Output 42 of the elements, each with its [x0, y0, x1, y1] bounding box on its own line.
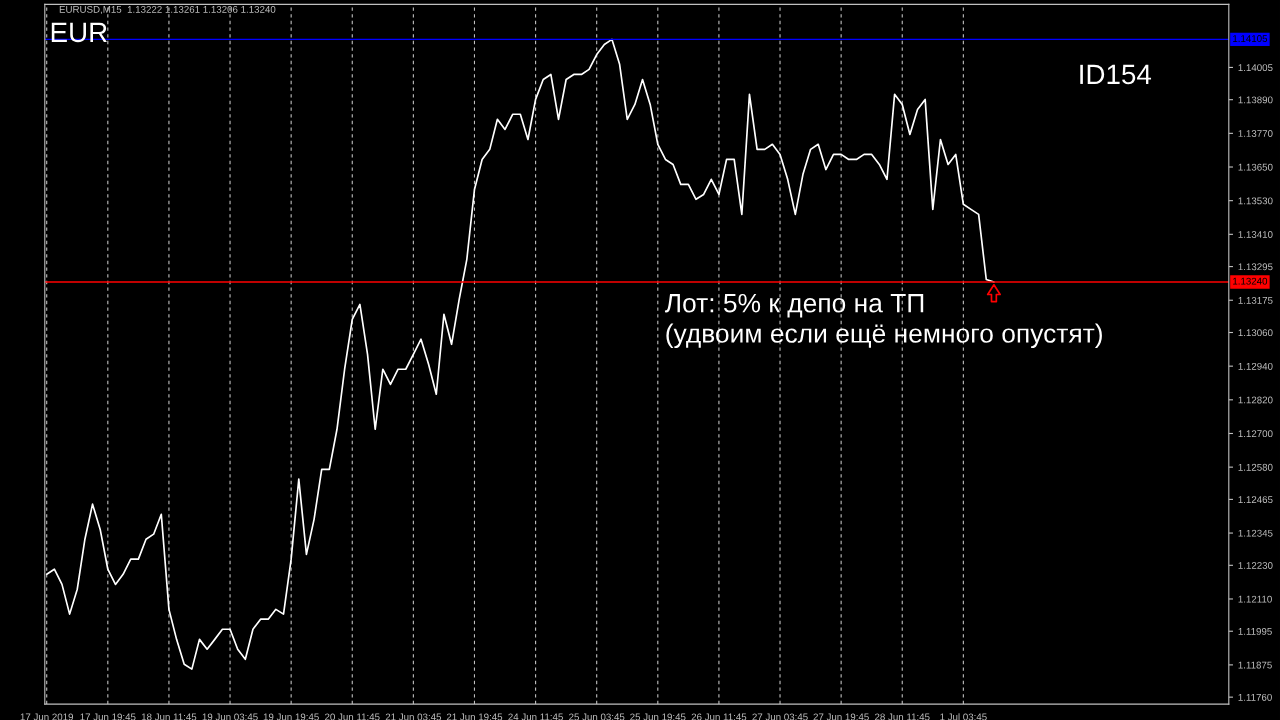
x-tick-label: 21 Jun 19:45 [446, 713, 503, 720]
y-tick-label: 1.12230 [1238, 562, 1273, 569]
x-tick-label: 25 Jun 03:45 [569, 713, 625, 720]
x-tick-label: 21 Jun 03:45 [385, 713, 442, 720]
y-tick-label: 1.13175 [1238, 296, 1273, 304]
x-tick-label: 24 Jun 11:45 [508, 713, 563, 720]
chart-title: EURUSD,M15 1.13222 1.13261 1.13206 1.13240 [59, 5, 276, 15]
ref-line-label: 1.14105 [1233, 35, 1268, 42]
y-tick-label: 1.12345 [1238, 529, 1273, 537]
x-tick-label: 18 Jun 11:45 [141, 713, 197, 720]
y-tick-label: 1.11995 [1238, 627, 1272, 635]
x-tick-label: 20 Jun 11:45 [325, 713, 380, 720]
x-tick-label: 27 Jun 03:45 [752, 713, 808, 720]
y-tick-label: 1.13060 [1238, 329, 1273, 337]
y-tick-label: 1.12465 [1238, 496, 1273, 504]
x-tick-label: 19 Jun 03:45 [202, 713, 258, 720]
annotation: Лот: 5% к депо на ТП (удвоим если ещё немного опустят) [664, 293, 1102, 349]
y-tick-label: 1.13650 [1238, 163, 1273, 171]
x-tick-label: 25 Jun 19:45 [630, 713, 686, 720]
x-tick-label: 17 Jun 2019 [20, 713, 74, 720]
y-tick-label: 1.11760 [1238, 693, 1272, 701]
y-tick-label: 1.13410 [1238, 231, 1273, 238]
annotation: EUR [51, 22, 107, 43]
x-tick-label: 19 Jun 19:45 [263, 713, 319, 720]
y-tick-label: 1.13295 [1238, 263, 1273, 271]
annotation: ID154 [1080, 64, 1152, 85]
x-tick-label: 17 Jun 19:45 [80, 713, 136, 720]
x-tick-label: 28 Jun 11:45 [874, 713, 930, 720]
y-tick-label: 1.14005 [1238, 64, 1273, 72]
y-tick-label: 1.13530 [1238, 197, 1273, 205]
ref-line-label: 1.13240 [1233, 277, 1268, 285]
y-tick-label: 1.12110 [1238, 595, 1272, 603]
y-tick-label: 1.13890 [1238, 96, 1273, 104]
y-tick-label: 1.12820 [1238, 396, 1273, 404]
y-tick-label: 1.12580 [1238, 463, 1273, 471]
y-tick-label: 1.12940 [1238, 362, 1273, 370]
x-tick-label: 27 Jun 19:45 [813, 713, 869, 720]
x-tick-label: 1 Jul 03:45 [940, 713, 987, 720]
x-tick-label: 26 Jun 11:45 [691, 713, 747, 720]
y-tick-label: 1.13770 [1238, 130, 1273, 137]
y-tick-label: 1.12700 [1238, 430, 1273, 438]
y-tick-label: 1.11875 [1238, 661, 1272, 669]
